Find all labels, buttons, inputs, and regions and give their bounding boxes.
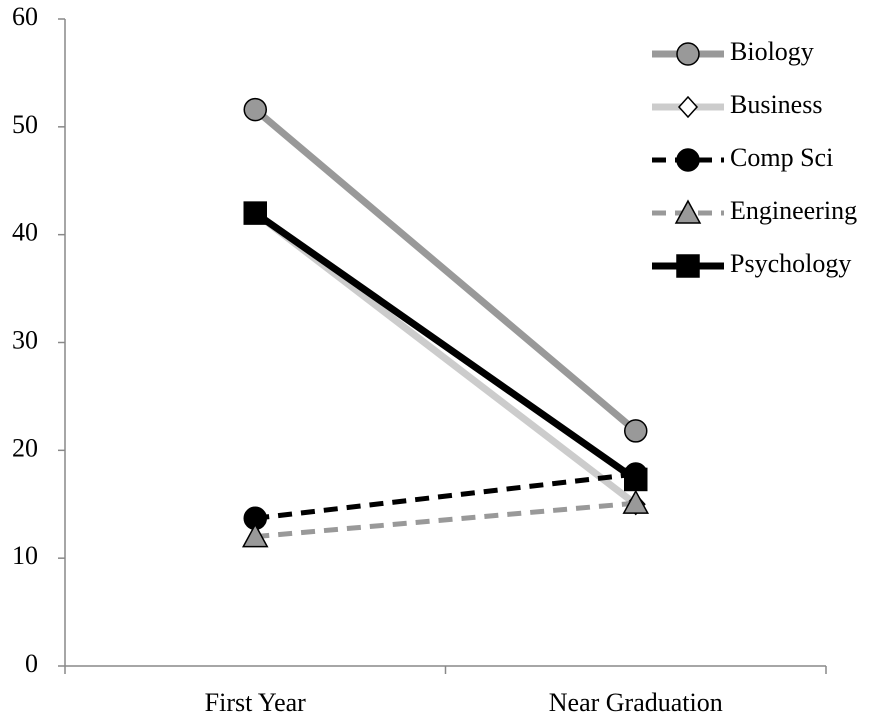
x-tick-label: First Year bbox=[205, 688, 306, 717]
legend-label: Biology bbox=[730, 37, 814, 66]
series-line bbox=[255, 500, 636, 540]
legend-label: Comp Sci bbox=[730, 143, 833, 172]
y-tick-label: 30 bbox=[12, 325, 38, 354]
data-point bbox=[622, 489, 650, 514]
series-line bbox=[252, 106, 639, 434]
x-tick-label: Near Graduation bbox=[549, 688, 723, 717]
y-tick-label: 10 bbox=[12, 541, 38, 570]
legend-label: Engineering bbox=[730, 196, 857, 225]
y-tick-label: 40 bbox=[12, 218, 38, 247]
legend-marker bbox=[676, 254, 700, 278]
series-line bbox=[254, 471, 637, 521]
data-point bbox=[243, 97, 267, 122]
data-point bbox=[624, 419, 648, 443]
y-tick-label: 50 bbox=[12, 110, 38, 139]
legend-label: Psychology bbox=[730, 249, 851, 278]
y-tick-label: 20 bbox=[12, 433, 38, 462]
y-tick-label: 60 bbox=[12, 2, 38, 31]
legend-marker bbox=[676, 148, 700, 172]
legend-marker bbox=[674, 199, 702, 224]
series-line bbox=[253, 210, 638, 483]
legend-label: Business bbox=[730, 90, 822, 119]
data-point bbox=[624, 467, 648, 492]
data-point bbox=[241, 523, 269, 548]
y-tick-label: 0 bbox=[25, 649, 38, 678]
data-point bbox=[243, 201, 267, 225]
legend-marker bbox=[677, 95, 699, 119]
legend-marker bbox=[676, 42, 700, 66]
